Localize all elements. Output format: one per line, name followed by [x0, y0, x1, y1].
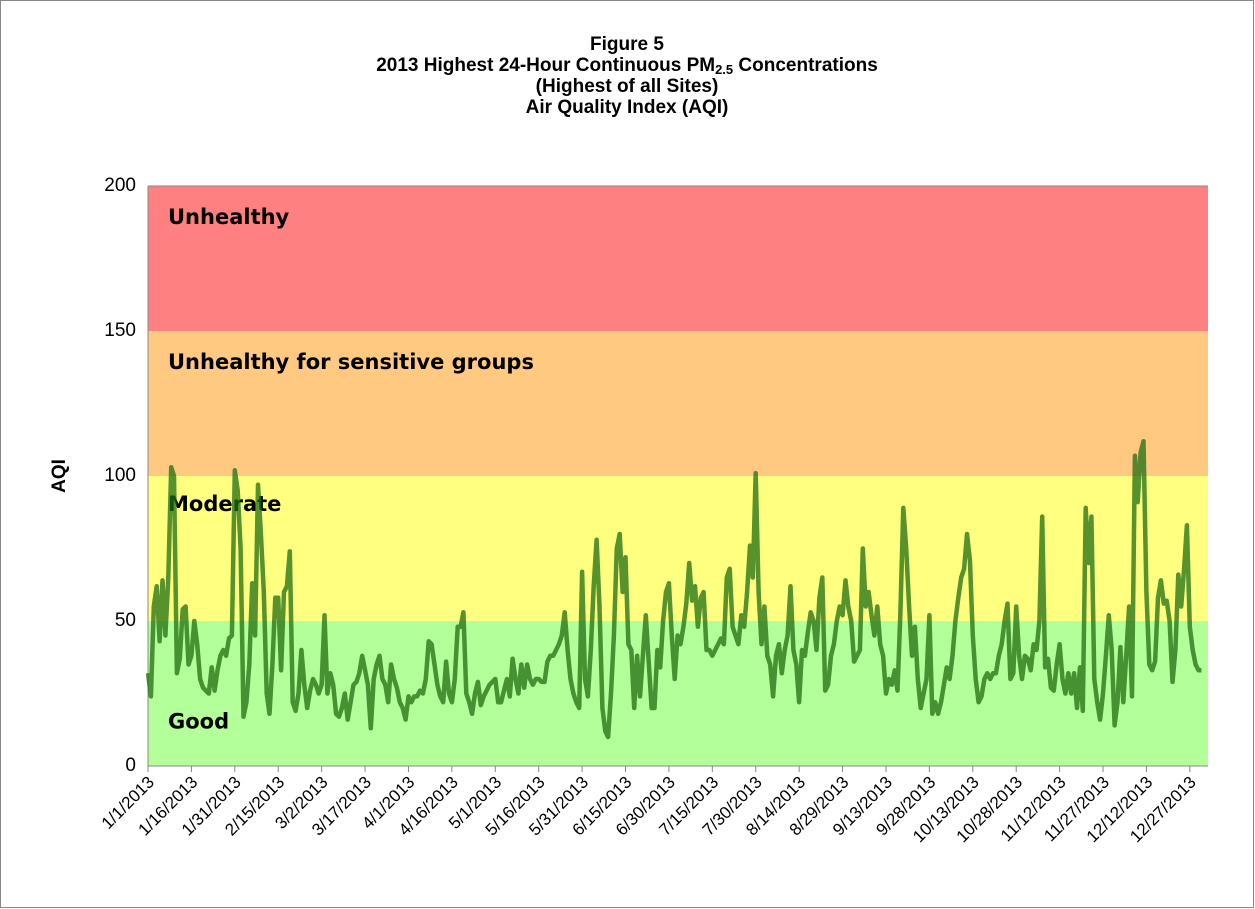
chart-title-line: 2013 Highest 24-Hour Continuous PM2.5 Co…: [376, 55, 878, 77]
y-tick-label: 50: [115, 610, 136, 631]
data-line: [145, 438, 1202, 740]
y-tick-label: 150: [104, 320, 136, 341]
chart-title-line: Air Quality Index (AQI): [526, 97, 729, 118]
band-label: Unhealthy for sensitive groups: [168, 350, 534, 374]
title-part: 2.5: [715, 62, 733, 77]
aqi-band: [148, 186, 1208, 331]
aqi-band: [148, 476, 1208, 621]
y-tick-label: 100: [104, 465, 136, 486]
band-label: Moderate: [168, 492, 281, 516]
band-label: Unhealthy: [168, 205, 290, 229]
aqi-band: [148, 331, 1208, 476]
chart-title-line: (Highest of all Sites): [536, 76, 719, 97]
band-label: Good: [168, 710, 229, 734]
chart-title-line: Figure 5: [590, 34, 664, 55]
y-tick-label: 200: [104, 175, 136, 196]
title-part: 2013 Highest 24-Hour Continuous PM: [376, 55, 715, 76]
y-axis-label: AQI: [49, 459, 70, 493]
title-part: Concentrations: [733, 55, 878, 76]
y-tick-label: 0: [125, 755, 136, 776]
